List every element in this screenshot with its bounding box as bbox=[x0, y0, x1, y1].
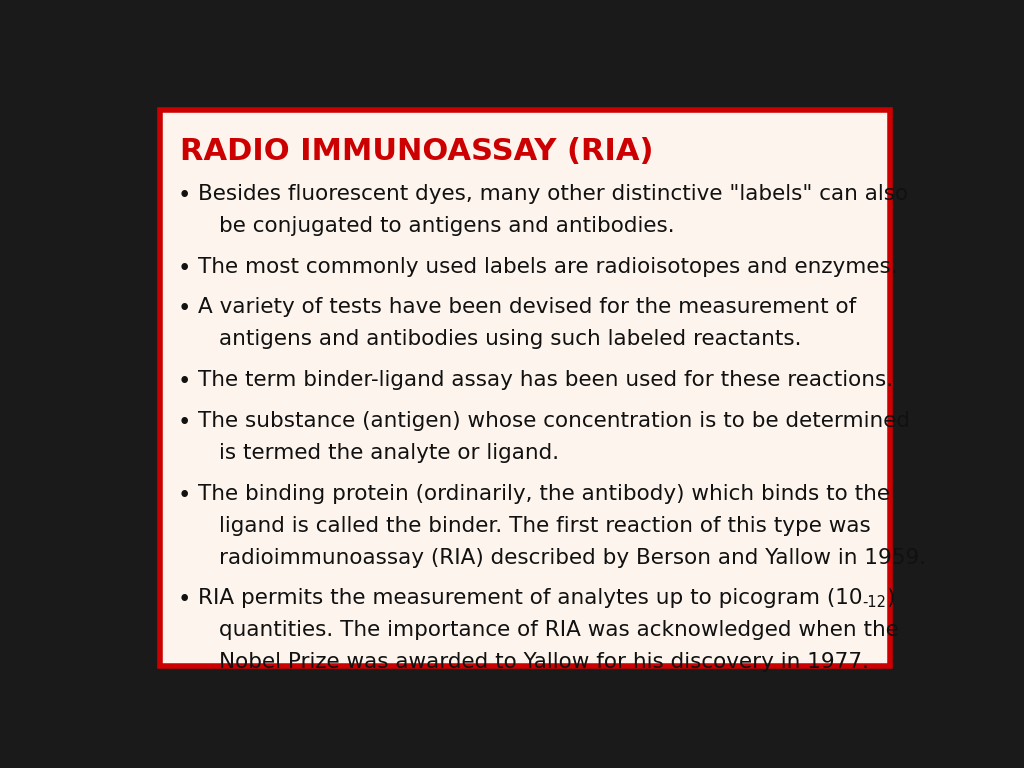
Text: -12: -12 bbox=[862, 594, 887, 610]
Text: ): ) bbox=[887, 588, 895, 608]
Text: be conjugated to antigens and antibodies.: be conjugated to antigens and antibodies… bbox=[219, 216, 675, 236]
Text: quantities. The importance of RIA was acknowledged when the: quantities. The importance of RIA was ac… bbox=[219, 621, 899, 641]
Text: antigens and antibodies using such labeled reactants.: antigens and antibodies using such label… bbox=[219, 329, 802, 349]
Text: •: • bbox=[178, 184, 191, 207]
Text: The term binder-ligand assay has been used for these reactions.: The term binder-ligand assay has been us… bbox=[198, 370, 893, 390]
Text: The substance (antigen) whose concentration is to be determined: The substance (antigen) whose concentrat… bbox=[198, 411, 910, 431]
Text: •: • bbox=[178, 297, 191, 320]
Text: A variety of tests have been devised for the measurement of: A variety of tests have been devised for… bbox=[198, 297, 856, 317]
Text: •: • bbox=[178, 484, 191, 507]
Text: Besides fluorescent dyes, many other distinctive "labels" can also: Besides fluorescent dyes, many other dis… bbox=[198, 184, 908, 204]
FancyBboxPatch shape bbox=[160, 110, 890, 666]
Text: The most commonly used labels are radioisotopes and enzymes.: The most commonly used labels are radioi… bbox=[198, 257, 897, 276]
Text: •: • bbox=[178, 411, 191, 434]
Text: The binding protein (ordinarily, the antibody) which binds to the: The binding protein (ordinarily, the ant… bbox=[198, 484, 890, 504]
Text: •: • bbox=[178, 370, 191, 393]
Text: is termed the analyte or ligand.: is termed the analyte or ligand. bbox=[219, 443, 559, 463]
Text: •: • bbox=[178, 588, 191, 611]
Text: ligand is called the binder. The first reaction of this type was: ligand is called the binder. The first r… bbox=[219, 515, 871, 535]
Text: radioimmunoassay (RIA) described by Berson and Yallow in 1959.: radioimmunoassay (RIA) described by Bers… bbox=[219, 548, 927, 568]
Text: •: • bbox=[178, 257, 191, 280]
Text: Nobel Prize was awarded to Yallow for his discovery in 1977.: Nobel Prize was awarded to Yallow for hi… bbox=[219, 652, 869, 672]
Text: RADIO IMMUNOASSAY (RIA): RADIO IMMUNOASSAY (RIA) bbox=[179, 137, 653, 166]
Text: RIA permits the measurement of analytes up to picogram (10: RIA permits the measurement of analytes … bbox=[198, 588, 862, 608]
